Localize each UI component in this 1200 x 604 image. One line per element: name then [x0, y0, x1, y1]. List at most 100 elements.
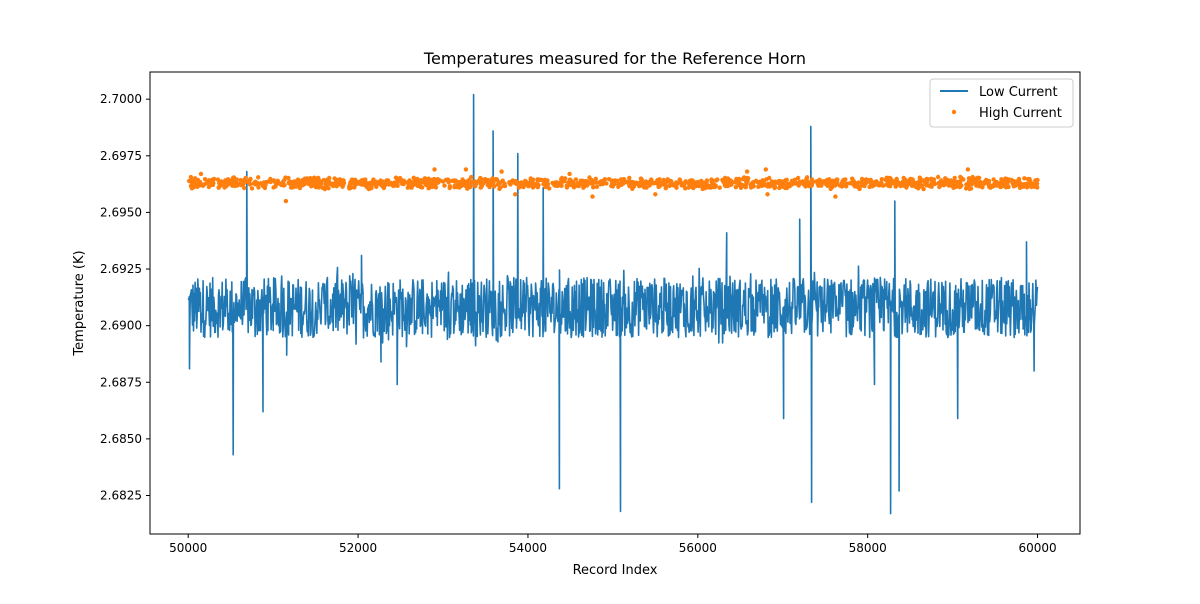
high-current-point [472, 179, 478, 184]
high-current-point [479, 180, 485, 185]
high-current-point [744, 177, 749, 182]
high-current-point [323, 181, 328, 187]
high-current-point [659, 182, 664, 187]
high-current-point [986, 182, 991, 187]
high-current-point [638, 176, 644, 181]
high-current-point [300, 180, 305, 186]
high-current-point [510, 178, 515, 183]
high-current-point [508, 182, 513, 187]
high-current-outlier [198, 171, 204, 177]
high-current-point [612, 178, 617, 183]
high-current-point [188, 174, 194, 180]
high-current-point [671, 182, 676, 187]
high-current-point [352, 185, 357, 190]
high-current-point [488, 180, 493, 186]
high-current-point [200, 183, 206, 188]
x-tick-label: 60000 [1018, 541, 1056, 555]
high-current-outlier [965, 167, 971, 172]
y-tick-label: 2.6850 [100, 432, 142, 446]
x-tick-label: 52000 [339, 541, 377, 555]
high-current-outlier [432, 167, 437, 172]
high-current-point [266, 179, 271, 184]
high-current-point [935, 174, 941, 180]
high-current-point [468, 183, 473, 188]
high-current-point [219, 180, 224, 185]
x-tick-label: 50000 [169, 541, 207, 555]
high-current-point [497, 181, 503, 186]
high-current-point [679, 183, 684, 188]
high-current-point [696, 183, 701, 189]
high-current-point [772, 184, 778, 189]
high-current-point [693, 180, 699, 185]
high-current-point [1003, 179, 1008, 185]
high-current-point [819, 183, 824, 188]
series-high-current [186, 167, 1040, 204]
high-current-point [280, 181, 286, 186]
high-current-point [447, 185, 452, 191]
high-current-point [903, 179, 909, 184]
high-current-point [991, 177, 996, 182]
high-current-outlier [499, 169, 504, 174]
high-current-point [690, 178, 695, 183]
high-current-point [663, 183, 668, 188]
high-current-point [761, 179, 766, 185]
high-current-point [622, 178, 627, 184]
high-current-point [609, 181, 615, 186]
high-current-point [751, 180, 756, 185]
high-current-point [393, 175, 399, 180]
high-current-point [961, 177, 966, 182]
high-current-point [544, 178, 549, 184]
high-current-point [859, 176, 865, 182]
high-current-point [852, 184, 858, 189]
high-current-point [580, 178, 585, 184]
high-current-point [727, 182, 733, 187]
high-current-point [370, 179, 375, 184]
high-current-point [587, 175, 592, 180]
high-current-point [443, 177, 449, 183]
high-current-point [604, 181, 609, 186]
high-current-point [339, 178, 344, 184]
high-current-point [362, 177, 367, 182]
high-current-outlier [653, 192, 658, 197]
high-current-point [943, 176, 948, 181]
high-current-point [585, 182, 590, 187]
high-current-outlier [744, 169, 750, 174]
high-current-point [273, 180, 278, 185]
series-low-current [187, 93, 1039, 515]
high-current-point [469, 174, 474, 180]
high-current-point [1031, 181, 1036, 186]
high-current-point [642, 185, 647, 190]
high-current-point [627, 175, 632, 181]
high-current-point [843, 177, 848, 182]
high-current-point [738, 185, 744, 190]
high-current-point [630, 186, 635, 191]
high-current-point [230, 175, 236, 181]
high-current-point [881, 183, 886, 188]
high-current-point [369, 184, 374, 189]
low-current-line [187, 93, 1039, 515]
high-current-point [932, 181, 938, 187]
high-current-point [976, 184, 982, 189]
high-current-point [976, 180, 981, 185]
high-current-point [246, 180, 252, 185]
high-current-point [316, 177, 321, 182]
high-current-point [764, 177, 769, 182]
high-current-point [600, 178, 605, 184]
high-current-point [554, 183, 559, 188]
high-current-point [792, 179, 798, 185]
high-current-point [189, 179, 195, 185]
high-current-point [528, 180, 534, 185]
high-current-point [204, 180, 210, 185]
high-current-point [804, 175, 810, 180]
high-current-point [717, 185, 722, 190]
high-current-point [677, 178, 683, 183]
high-current-point [795, 175, 801, 181]
high-current-point [401, 178, 407, 183]
high-current-point [535, 185, 540, 190]
high-current-point [502, 183, 508, 189]
high-current-point [646, 179, 651, 185]
high-current-point [734, 176, 739, 182]
high-current-point [937, 184, 942, 190]
high-current-point [1017, 179, 1022, 185]
